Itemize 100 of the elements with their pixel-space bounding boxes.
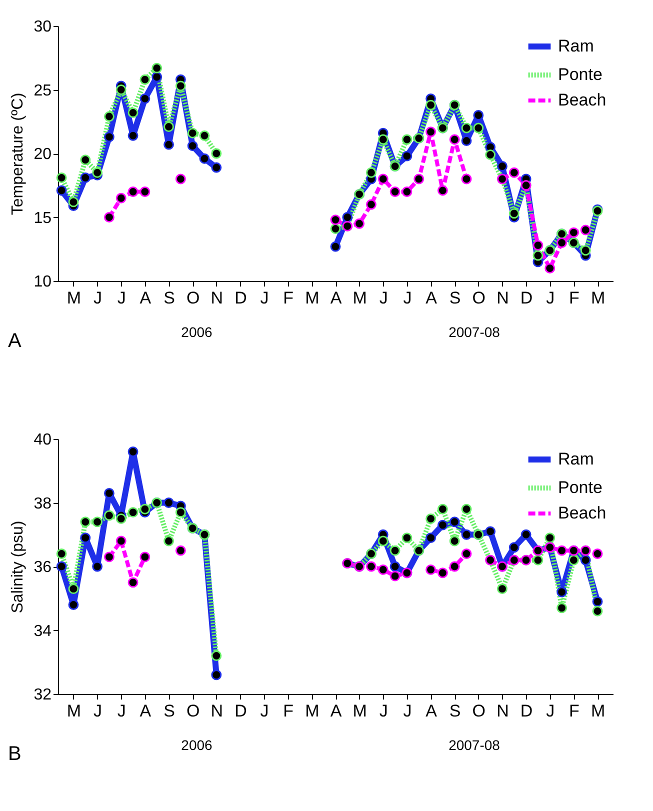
point [449, 561, 460, 572]
point [92, 516, 103, 528]
x-tick-label: O [186, 288, 200, 308]
point [402, 532, 412, 544]
point [104, 510, 114, 521]
point [485, 150, 496, 160]
point [330, 241, 341, 252]
x-tick-label: A [426, 288, 438, 308]
x-tick-label: O [472, 288, 486, 308]
point [140, 93, 150, 104]
point [592, 596, 603, 607]
point [330, 214, 341, 226]
x-tick-label: A [330, 702, 342, 720]
x-tick-label: S [164, 288, 175, 308]
point [152, 62, 162, 74]
point [152, 72, 162, 82]
point [366, 167, 376, 178]
point [508, 167, 520, 178]
point [56, 172, 67, 183]
legend-label: Beach [558, 504, 606, 522]
point [116, 513, 126, 524]
legend-label: Ponte [558, 65, 602, 84]
point [544, 263, 556, 274]
y-tick-label: 40 [34, 432, 52, 448]
x-tick-label: J [546, 702, 555, 720]
y-tick-label: 20 [34, 146, 52, 163]
x-tick-label: M [305, 288, 320, 308]
point [211, 148, 222, 159]
point [461, 122, 472, 134]
point [532, 240, 544, 251]
point [556, 586, 568, 598]
y-tick-label: 36 [34, 559, 52, 576]
point [187, 140, 198, 152]
y-tick-label: 32 [34, 686, 52, 704]
point [449, 134, 460, 145]
x-tick-label: O [186, 702, 200, 720]
y-tick-label: 15 [34, 210, 52, 227]
point [568, 554, 579, 566]
point [164, 139, 174, 150]
x-tick-label: A [140, 702, 152, 720]
text: 2007-08 [448, 324, 500, 340]
x-tick-label: N [496, 288, 509, 308]
point [437, 185, 448, 196]
point [104, 111, 114, 122]
point [330, 224, 341, 234]
x-tick-label: M [66, 288, 82, 308]
text: A [8, 330, 22, 352]
point [449, 516, 460, 528]
point [437, 568, 448, 578]
point [580, 245, 591, 256]
point [128, 130, 138, 141]
point [568, 227, 579, 238]
point [342, 212, 353, 222]
y-tick-label: 38 [34, 495, 52, 512]
x-tick-label: J [403, 702, 412, 720]
point [92, 561, 103, 572]
point [378, 536, 388, 546]
point [580, 224, 591, 236]
point [426, 513, 436, 524]
point [175, 545, 186, 556]
point [199, 130, 210, 141]
point [164, 122, 174, 132]
point [532, 250, 544, 261]
point [164, 498, 174, 508]
point [80, 154, 91, 166]
x-tick-label: J [379, 702, 388, 720]
point [92, 167, 103, 178]
point [68, 196, 79, 208]
x-tick-label: J [260, 702, 269, 720]
x-tick-label: D [234, 702, 247, 720]
point [56, 185, 67, 196]
x-tick-label: J [379, 288, 388, 308]
x-tick-label: M [66, 702, 82, 720]
point [80, 532, 91, 544]
point [366, 199, 376, 210]
point [390, 545, 400, 556]
x-tick-label: N [496, 702, 509, 720]
point [508, 542, 520, 553]
point [426, 564, 436, 575]
x-tick-label: D [234, 288, 247, 308]
point [473, 110, 484, 120]
point [437, 520, 448, 530]
point [80, 516, 91, 528]
point [461, 136, 472, 146]
x-tick-label: F [283, 288, 294, 308]
x-tick-label: A [426, 702, 438, 720]
x-tick-label: M [590, 288, 606, 308]
point [175, 80, 186, 92]
y-tick-label: 10 [34, 274, 52, 290]
point [187, 128, 198, 138]
y-axis-title: Salinity (psu) [10, 520, 27, 614]
point [402, 150, 412, 162]
x-tick-label: J [117, 702, 126, 720]
x-tick-label: M [352, 288, 367, 308]
point [128, 446, 138, 457]
point [461, 504, 472, 514]
text: 2007-08 [448, 737, 500, 753]
y-tick-label: 34 [34, 622, 52, 640]
point [497, 584, 508, 594]
x-tick-label: F [569, 288, 580, 308]
